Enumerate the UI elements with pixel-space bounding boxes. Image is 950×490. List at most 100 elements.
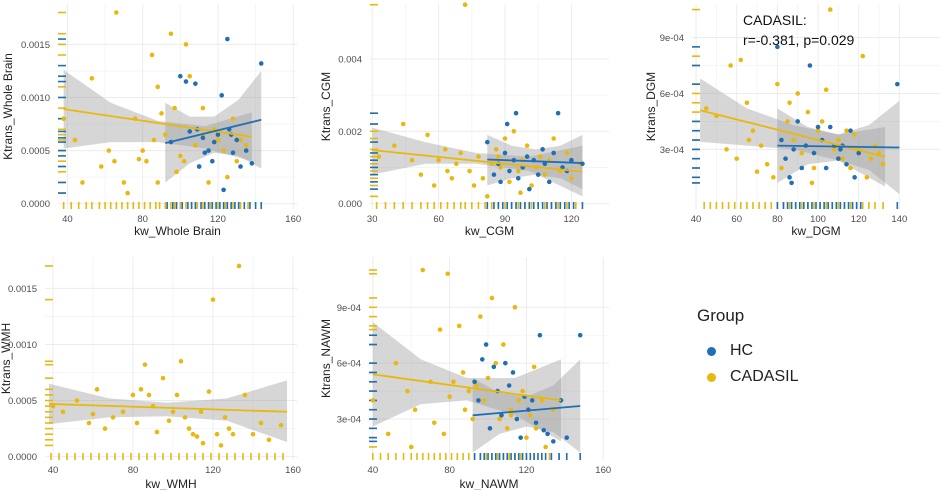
data-point-cadasil [250, 431, 256, 437]
y-tick-label: 9e-04 [660, 33, 684, 44]
data-point-hc [200, 135, 206, 141]
fit-line-hc [472, 405, 581, 417]
data-point-cadasil [162, 132, 168, 137]
data-point-hc [815, 124, 821, 130]
data-point-cadasil [524, 435, 529, 440]
data-point-cadasil [431, 183, 437, 188]
data-point-cadasil [758, 143, 764, 148]
data-point-cadasil [445, 271, 451, 277]
x-tick-label: 40 [691, 214, 702, 225]
x-tick-label: 80 [444, 465, 455, 476]
data-point-cadasil [449, 175, 455, 181]
data-point-cadasil [474, 383, 479, 388]
data-point-cadasil [805, 109, 811, 115]
data-point-hc [524, 154, 530, 159]
data-point-hc [895, 81, 900, 87]
data-point-cadasil [174, 392, 180, 398]
data-point-cadasil [236, 263, 242, 269]
data-point-cadasil [412, 407, 418, 413]
data-point-hc [503, 360, 508, 366]
data-point-cadasil [515, 168, 521, 174]
data-point-cadasil [437, 327, 443, 332]
panel-background [692, 4, 940, 209]
data-point-cadasil [436, 157, 441, 163]
data-point-cadasil [539, 398, 545, 403]
data-point-cadasil [385, 431, 391, 437]
legend-item-hc: HC [697, 338, 897, 364]
data-point-hc [498, 179, 503, 185]
data-point-cadasil [533, 426, 539, 431]
plot-panel-3: 40 60 80 100 120 140 3e-04 6e-04 9e-04 kw_DGM Ktra… [644, 4, 940, 238]
data-point-cadasil [471, 183, 477, 188]
data-point-hc [569, 157, 574, 163]
data-point-hc [507, 168, 512, 174]
data-point-cadasil [138, 387, 144, 392]
data-point-hc [529, 398, 535, 403]
data-point-cadasil [764, 161, 770, 167]
x-tick-label: 160 [595, 465, 611, 476]
data-point-cadasil [775, 81, 780, 87]
fit-line-cadasil [372, 149, 583, 173]
ci-ribbon-hc [165, 70, 262, 183]
legend-title: Group [697, 306, 745, 325]
data-point-cadasil [831, 147, 837, 152]
data-point-hc [178, 73, 183, 79]
data-point-hc [791, 147, 796, 152]
data-point-cadasil [485, 375, 491, 381]
data-point-cadasil [508, 413, 514, 418]
data-point-cadasil [166, 418, 172, 424]
data-point-cadasil [502, 136, 508, 141]
data-point-cadasil [400, 121, 406, 127]
data-point-cadasil [222, 415, 228, 420]
data-point-hc [775, 44, 780, 50]
data-point-cadasil [130, 392, 136, 398]
data-point-cadasil [493, 360, 499, 366]
x-tick-label: 160 [285, 465, 301, 476]
y-axis-title: Ktrans_CGM [319, 72, 333, 141]
data-point-hc [210, 158, 215, 164]
legend-label-hc: HC [730, 342, 754, 359]
data-point-cadasil [787, 100, 792, 106]
y-tick-label: 3e-04 [660, 145, 684, 156]
data-point-hc [510, 370, 516, 375]
data-point-cadasil [518, 190, 523, 196]
y-tick-label: 0.0000 [21, 199, 50, 210]
data-point-cadasil [501, 342, 506, 347]
data-point-hc [577, 332, 583, 338]
data-point-cadasil [121, 180, 127, 185]
data-point-cadasil [524, 143, 530, 149]
data-point-cadasil [456, 323, 462, 329]
data-point-hc [533, 420, 539, 426]
data-point-cadasil [140, 148, 145, 153]
data-point-hc [856, 150, 861, 156]
data-point-cadasil [72, 137, 78, 143]
data-point-cadasil [187, 73, 193, 79]
data-point-cadasil [504, 426, 510, 431]
data-point-cadasil [392, 143, 397, 149]
data-point-cadasil [746, 137, 752, 143]
data-point-cadasil [149, 52, 155, 58]
data-point-hc [836, 156, 841, 161]
y-tick-label: 0.0010 [8, 340, 37, 351]
data-point-cadasil [799, 150, 805, 156]
data-point-cadasil [168, 31, 174, 37]
data-point-cadasil [425, 132, 430, 138]
y-axis-title: Ktrans_DGM [644, 72, 658, 141]
data-point-cadasil [809, 180, 815, 186]
data-point-cadasil [409, 157, 415, 163]
data-point-hc [479, 357, 485, 362]
data-point-cadasil [159, 111, 164, 116]
data-point-cadasil [178, 153, 183, 159]
data-point-cadasil [418, 172, 424, 177]
x-tick-label: 60 [731, 214, 742, 225]
y-tick-label: 0.002 [338, 127, 362, 138]
data-point-cadasil [703, 106, 709, 111]
data-point-cadasil [852, 132, 857, 137]
data-point-cadasil [221, 148, 226, 153]
data-point-cadasil [728, 63, 733, 68]
x-axis-title: kw_NAWM [460, 477, 519, 490]
fit-line-hc [165, 118, 262, 145]
y-tick-label: 0.004 [338, 54, 362, 65]
data-point-cadasil [451, 379, 456, 385]
data-point-hc [196, 164, 202, 169]
